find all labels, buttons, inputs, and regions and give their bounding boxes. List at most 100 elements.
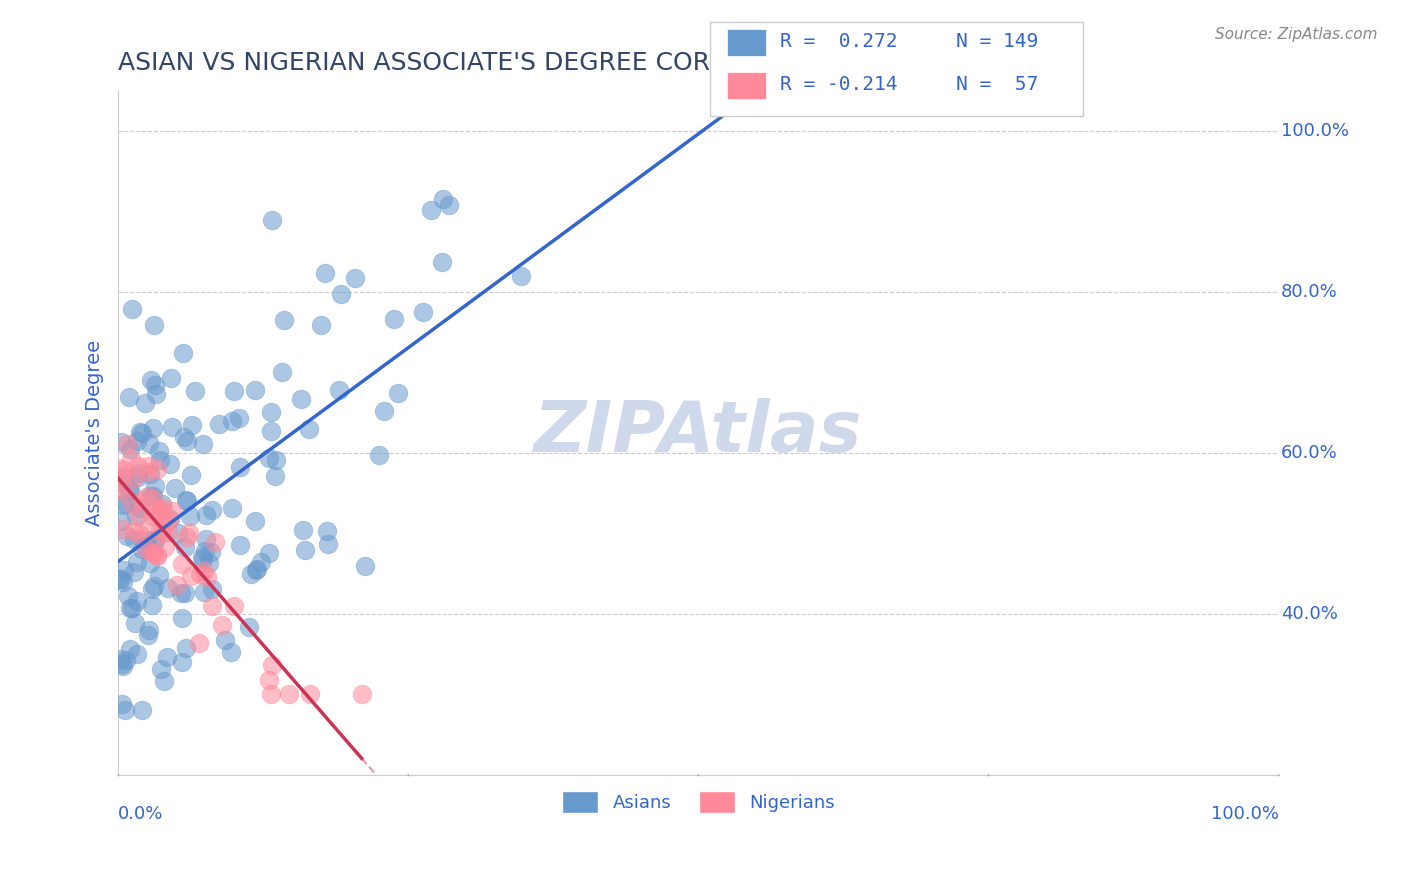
Point	[136, 628, 159, 642]
Point	[290, 392, 312, 407]
Point	[156, 525, 179, 540]
Point	[298, 422, 321, 436]
Point	[118, 390, 141, 404]
Point	[121, 301, 143, 316]
Point	[122, 524, 145, 538]
Point	[157, 513, 180, 527]
Point	[180, 569, 202, 583]
Point	[259, 546, 281, 560]
Point	[509, 269, 531, 284]
Point	[108, 485, 131, 500]
Point	[273, 312, 295, 326]
Point	[118, 600, 141, 615]
Point	[141, 598, 163, 612]
Point	[174, 493, 197, 508]
Point	[128, 527, 150, 541]
Point	[142, 492, 165, 507]
Point	[117, 589, 139, 603]
Point	[135, 541, 157, 556]
Point	[250, 555, 273, 569]
Point	[432, 255, 454, 269]
Point	[195, 570, 218, 584]
Point	[155, 516, 177, 531]
Point	[141, 508, 163, 523]
Point	[145, 462, 167, 476]
Point	[183, 384, 205, 398]
Point	[134, 539, 156, 553]
Point	[353, 558, 375, 573]
Point	[110, 435, 132, 450]
Point	[159, 457, 181, 471]
Point	[190, 549, 212, 564]
Point	[120, 442, 142, 456]
Point	[172, 345, 194, 359]
Point	[382, 312, 405, 326]
Point	[121, 601, 143, 615]
Point	[118, 484, 141, 499]
Point	[257, 451, 280, 466]
Point	[112, 463, 135, 477]
Point	[298, 687, 321, 701]
Point	[141, 582, 163, 596]
Text: R =  0.272: R = 0.272	[780, 32, 898, 52]
Point	[201, 599, 224, 613]
Point	[142, 421, 165, 435]
Point	[367, 448, 389, 462]
Point	[143, 378, 166, 392]
Point	[122, 532, 145, 546]
Point	[224, 384, 246, 398]
Point	[150, 497, 173, 511]
Point	[432, 192, 454, 206]
Point	[110, 514, 132, 528]
Point	[204, 535, 226, 549]
Point	[166, 578, 188, 592]
Point	[138, 623, 160, 637]
Point	[172, 558, 194, 572]
Point	[142, 489, 165, 503]
Point	[125, 647, 148, 661]
Point	[120, 451, 142, 466]
Text: ASIAN VS NIGERIAN ASSOCIATE'S DEGREE CORRELATION CHART: ASIAN VS NIGERIAN ASSOCIATE'S DEGREE COR…	[118, 51, 927, 75]
Point	[412, 305, 434, 319]
Text: R = -0.214: R = -0.214	[780, 75, 898, 95]
Point	[439, 198, 461, 212]
Point	[149, 662, 172, 676]
Text: 100.0%: 100.0%	[1281, 121, 1348, 140]
Point	[118, 483, 141, 497]
Point	[153, 673, 176, 688]
Point	[136, 465, 159, 479]
Point	[170, 611, 193, 625]
Point	[201, 582, 224, 596]
Point	[111, 482, 134, 496]
Point	[180, 468, 202, 483]
Point	[330, 286, 353, 301]
Point	[176, 530, 198, 544]
Point	[152, 500, 174, 515]
Point	[127, 470, 149, 484]
Point	[194, 532, 217, 546]
Point	[131, 541, 153, 556]
Point	[121, 497, 143, 511]
Point	[118, 641, 141, 656]
Point	[238, 620, 260, 634]
Point	[260, 424, 283, 438]
Point	[149, 452, 172, 467]
Point	[141, 545, 163, 559]
Point	[291, 524, 314, 538]
Point	[188, 636, 211, 650]
Point	[176, 641, 198, 656]
Point	[309, 318, 332, 332]
Point	[221, 413, 243, 427]
Point	[176, 434, 198, 448]
Point	[173, 430, 195, 444]
Text: 80.0%: 80.0%	[1281, 283, 1337, 301]
Text: 60.0%: 60.0%	[1281, 443, 1337, 462]
Point	[145, 549, 167, 563]
Point	[148, 501, 170, 516]
Point	[174, 541, 197, 555]
Point	[194, 544, 217, 558]
Point	[127, 594, 149, 608]
Point	[245, 564, 267, 578]
Point	[114, 496, 136, 510]
Point	[229, 538, 252, 552]
